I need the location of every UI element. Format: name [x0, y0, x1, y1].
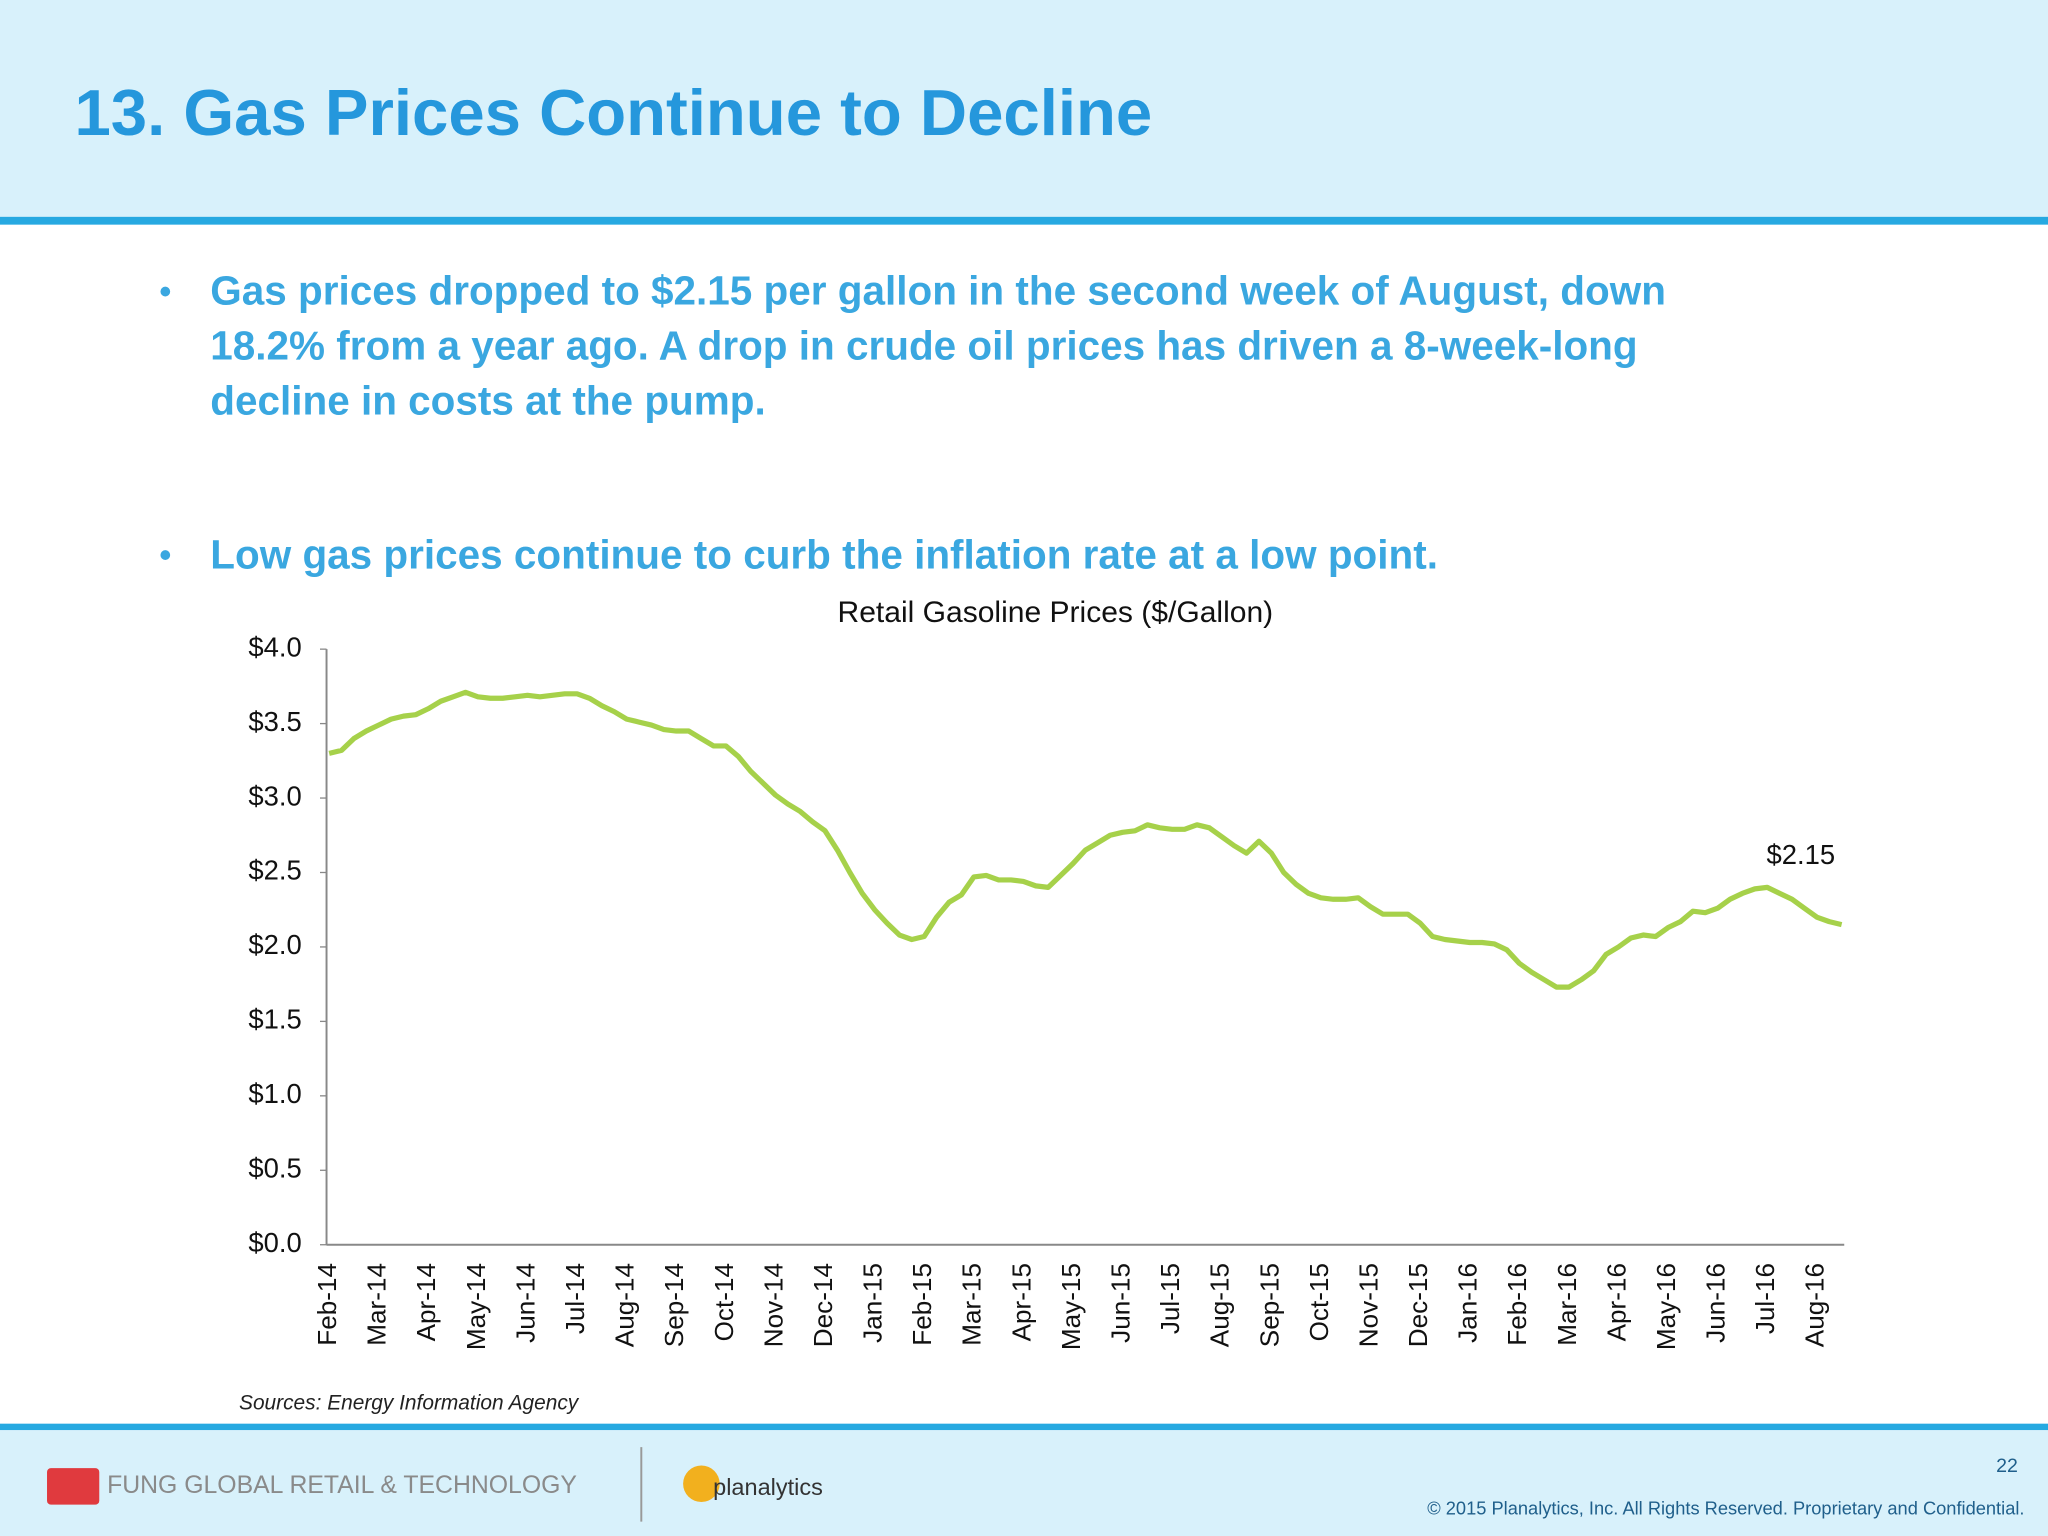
copyright: © 2015 Planalytics, Inc. All Rights Rese… [1427, 1498, 2024, 1519]
bullet-text: decline in costs at the pump. [210, 377, 765, 423]
partner-name: planalytics [713, 1474, 823, 1500]
slide-title: 13. Gas Prices Continue to Decline [74, 76, 1152, 149]
chart-title: Retail Gasoline Prices ($/Gallon) [838, 596, 1274, 629]
x-tick-label: Nov-15 [1353, 1263, 1383, 1347]
bullet-dot: • [159, 537, 171, 575]
y-tick-label: $3.0 [248, 780, 301, 811]
x-tick-label: Apr-14 [411, 1263, 441, 1341]
x-tick-label: Oct-15 [1304, 1263, 1334, 1341]
x-tick-label: Apr-16 [1601, 1263, 1631, 1341]
x-tick-label: Sep-15 [1254, 1263, 1284, 1347]
y-tick-label: $2.0 [248, 929, 301, 960]
header-rule [0, 216, 2048, 225]
x-tick-label: Jun-15 [1105, 1263, 1135, 1343]
x-tick-label: Feb-16 [1502, 1263, 1532, 1346]
y-tick-label: $3.5 [248, 706, 301, 737]
x-tick-label: Dec-14 [808, 1263, 838, 1347]
bullet-text: 18.2% from a year ago. A drop in crude o… [210, 322, 1637, 368]
page-number: 22 [1996, 1455, 2018, 1477]
x-tick-label: May-16 [1651, 1263, 1681, 1350]
x-tick-label: Jan-15 [858, 1263, 888, 1343]
bullet-text: Gas prices dropped to $2.15 per gallon i… [210, 268, 1666, 314]
end-annotation: $2.15 [1767, 839, 1836, 870]
brand-logo [47, 1468, 100, 1505]
x-tick-label: Jul-15 [1155, 1263, 1185, 1334]
x-tick-label: Jul-14 [560, 1263, 590, 1334]
x-tick-label: Mar-16 [1552, 1263, 1582, 1346]
y-tick-label: $4.0 [248, 631, 301, 662]
brand-name: FUNG GLOBAL RETAIL & TECHNOLOGY [107, 1472, 577, 1499]
x-tick-label: Nov-14 [758, 1263, 788, 1347]
x-tick-label: Jun-16 [1701, 1263, 1731, 1343]
x-tick-label: Feb-14 [312, 1263, 342, 1346]
x-tick-label: Jan-16 [1453, 1263, 1483, 1343]
y-tick-label: $2.5 [248, 855, 301, 886]
x-tick-label: Apr-15 [1006, 1263, 1036, 1341]
x-tick-label: Jun-14 [510, 1263, 540, 1343]
footer-band [0, 1430, 2048, 1536]
y-tick-label: $1.0 [248, 1078, 301, 1109]
price-line [328, 689, 1843, 990]
x-tick-label: May-14 [461, 1263, 491, 1350]
footer-rule [0, 1423, 2048, 1431]
x-tick-label: Feb-15 [907, 1263, 937, 1346]
header-band [0, 0, 2048, 217]
y-tick-label: $1.5 [248, 1004, 301, 1035]
x-tick-label: Dec-15 [1403, 1263, 1433, 1347]
y-tick-label: $0.5 [248, 1153, 301, 1184]
x-tick-label: Jul-16 [1750, 1263, 1780, 1334]
x-tick-label: May-15 [1056, 1263, 1086, 1350]
x-tick-label: Aug-15 [1205, 1263, 1235, 1347]
bullet-text: Low gas prices continue to curb the infl… [210, 531, 1438, 577]
source-note: Sources: Energy Information Agency [239, 1392, 580, 1415]
x-tick-label: Oct-14 [709, 1263, 739, 1341]
x-tick-label: Sep-14 [659, 1263, 689, 1347]
x-tick-label: Aug-14 [610, 1263, 640, 1347]
x-tick-label: Mar-15 [957, 1263, 987, 1346]
x-tick-label: Aug-16 [1800, 1263, 1830, 1347]
x-tick-label: Mar-14 [362, 1263, 392, 1346]
bullet-dot: • [159, 273, 171, 311]
partner-logo [683, 1465, 720, 1503]
y-tick-label: $0.0 [248, 1227, 301, 1258]
